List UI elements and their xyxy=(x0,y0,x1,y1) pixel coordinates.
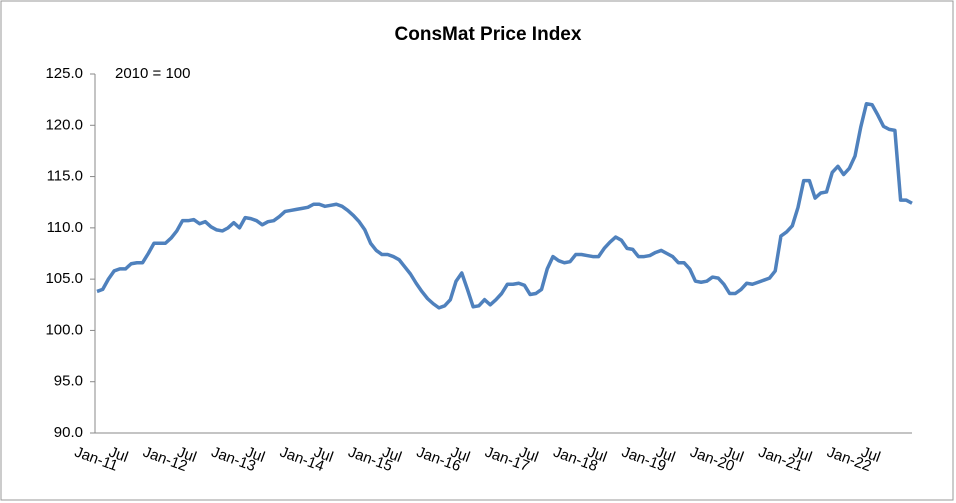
x-tick-label: Jul xyxy=(654,444,678,467)
annotation: 2010 = 100 xyxy=(115,65,191,82)
x-tick-label: Jul xyxy=(722,444,746,467)
x-tick-label: Jul xyxy=(585,444,609,467)
y-tick-label: 120.0 xyxy=(45,116,83,133)
x-tick-label: Jul xyxy=(243,444,267,467)
x-tick-label: Jul xyxy=(106,444,130,467)
x-tick-label: Jul xyxy=(859,444,883,467)
y-tick-label: 110.0 xyxy=(47,219,83,236)
x-tick-label: Jul xyxy=(517,444,541,467)
y-tick-label: 100.0 xyxy=(45,321,83,338)
y-tick-label: 90.0 xyxy=(54,424,83,441)
x-tick-label: Jul xyxy=(380,444,404,467)
x-tick-label: Jul xyxy=(790,444,814,467)
x-tick-label: Jul xyxy=(312,444,336,467)
data-line xyxy=(96,102,913,310)
x-tick-label: Jul xyxy=(175,444,199,467)
chart-title: ConsMat Price Index xyxy=(395,24,582,45)
y-tick-label: 105.0 xyxy=(45,270,83,287)
y-tick-label: 95.0 xyxy=(54,373,83,390)
y-tick-label: 115.0 xyxy=(47,168,83,185)
x-tick-label: Jul xyxy=(448,444,472,467)
y-tick-label: 125.0 xyxy=(45,65,83,82)
